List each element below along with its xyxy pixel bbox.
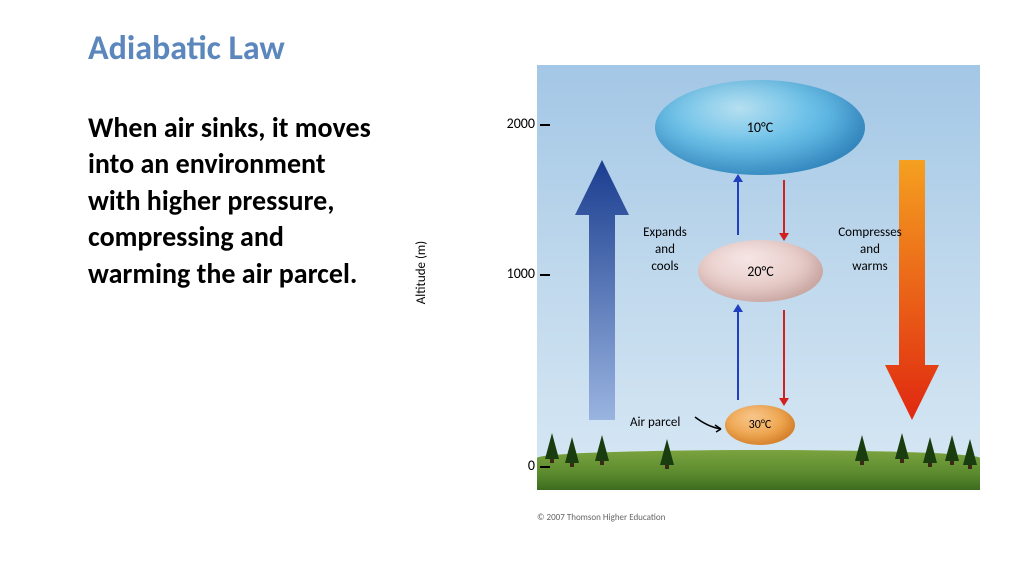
thin-down-arrow-icon (783, 310, 785, 400)
axis-tick: 2000 (495, 115, 535, 132)
pointer-arrow-icon (693, 415, 728, 433)
page-title: Adiabatic Law (88, 28, 285, 69)
body-paragraph: When air sinks, it moves into an environ… (88, 110, 378, 292)
tree-icon (963, 439, 977, 469)
thin-down-arrow-icon (783, 180, 785, 235)
tree-icon (855, 435, 869, 465)
axis-tick: 1000 (495, 265, 535, 282)
thin-up-arrow-icon (737, 180, 739, 235)
thin-up-arrow-icon (737, 310, 739, 400)
expand-arrow-icon (575, 160, 630, 420)
tree-icon (545, 433, 559, 463)
tree-icon (923, 437, 937, 467)
tree-icon (660, 439, 674, 469)
parcel-temp: 20°C (747, 263, 773, 280)
parcel-warm: 30°C (725, 405, 795, 445)
tree-icon (595, 435, 609, 465)
axis-tick: 0 (495, 457, 535, 474)
tree-icon (895, 433, 909, 463)
tree-icon (565, 437, 579, 467)
parcel-mid: 20°C (698, 240, 823, 302)
parcel-temp: 30°C (749, 418, 772, 432)
compress-arrow-icon (885, 160, 940, 420)
copyright-text: © 2007 Thomson Higher Education (537, 512, 665, 523)
compresses-label: Compressesandwarms (825, 225, 915, 276)
adiabatic-diagram: Altitude (m) 200010000 10°C 20°C 30°C (435, 65, 980, 555)
expands-label: Expandsandcools (630, 225, 700, 276)
parcel-cold: 10°C (655, 80, 865, 175)
parcel-temp: 10°C (747, 119, 773, 136)
tree-icon (945, 435, 959, 465)
y-axis-label: Altitude (m) (414, 241, 429, 304)
air-parcel-label: Air parcel (630, 415, 680, 432)
